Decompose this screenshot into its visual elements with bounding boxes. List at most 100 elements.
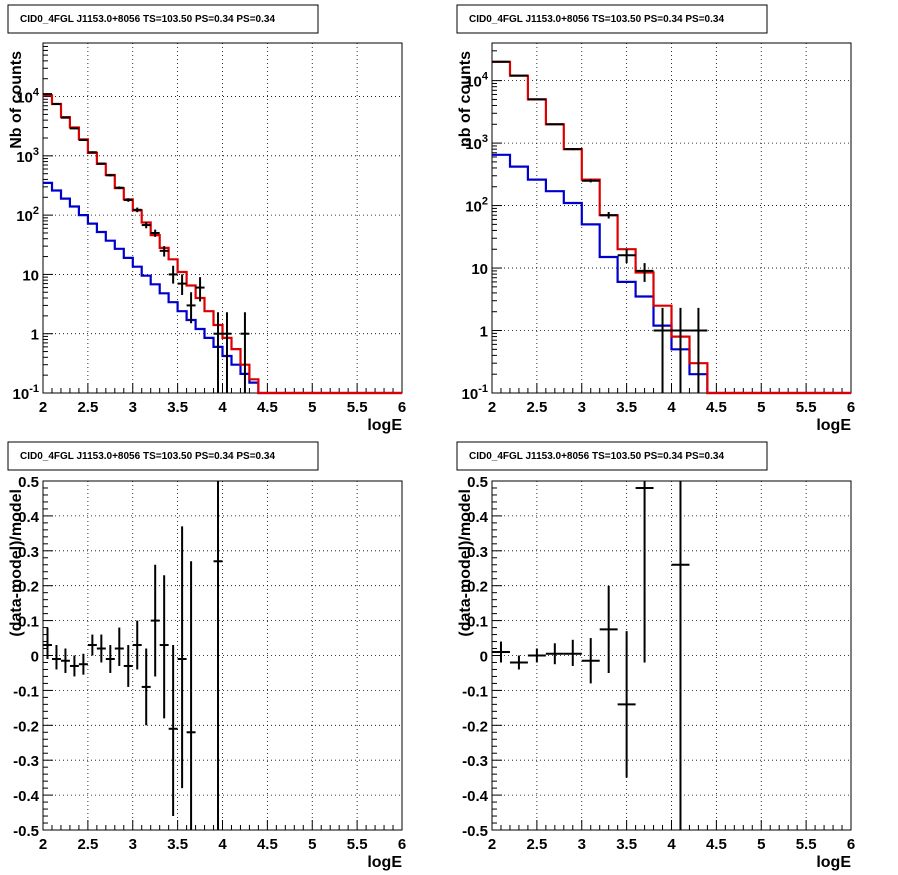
y-tick-label: 10-1 bbox=[462, 383, 488, 403]
chart-panel-3: CID0_4FGL J1153.0+8056 TS=103.50 PS=0.34… bbox=[7, 441, 406, 871]
data-point bbox=[96, 634, 106, 663]
data-point bbox=[150, 229, 160, 237]
x-tick-label: 3.5 bbox=[616, 399, 637, 416]
data-point bbox=[195, 277, 205, 302]
data-point bbox=[509, 655, 528, 670]
y-tick-label: 1 bbox=[480, 324, 488, 341]
data-point bbox=[509, 74, 528, 77]
y-tick-label: -0.5 bbox=[462, 823, 488, 840]
y-tick-label: -0.2 bbox=[462, 718, 488, 735]
x-axis-label: logE bbox=[367, 417, 402, 434]
y-tick-label: 0.1 bbox=[467, 614, 488, 631]
data-point bbox=[563, 639, 582, 666]
x-tick-label: 4.5 bbox=[257, 836, 278, 853]
y-axis-label: Nb of counts bbox=[8, 51, 25, 149]
data-point bbox=[168, 265, 178, 284]
data-points bbox=[43, 481, 223, 830]
y-tick-label: 0 bbox=[480, 649, 488, 666]
x-tick-label: 3.5 bbox=[167, 836, 188, 853]
chart-panel-1: CID0_4FGL J1153.0+8056 TS=103.50 PS=0.34… bbox=[7, 4, 406, 434]
y-tick-label: 10-1 bbox=[13, 383, 39, 403]
data-point bbox=[581, 638, 600, 684]
data-point bbox=[222, 312, 232, 393]
y-tick-label: 104 bbox=[16, 87, 40, 107]
y-tick-label-base: 10 bbox=[13, 386, 30, 403]
x-tick-label: 5.5 bbox=[796, 836, 817, 853]
x-tick-label: 6 bbox=[847, 836, 855, 853]
data-point bbox=[635, 263, 654, 282]
chart-title-box bbox=[456, 441, 768, 471]
x-tick-label: 2.5 bbox=[526, 399, 547, 416]
x-tick-label: 6 bbox=[398, 399, 406, 416]
x-tick-label: 3.5 bbox=[616, 836, 637, 853]
data-point bbox=[527, 98, 546, 101]
data-point bbox=[213, 312, 223, 393]
data-point bbox=[545, 123, 564, 126]
histogram-series-1 bbox=[43, 181, 402, 395]
data-point bbox=[689, 307, 708, 393]
data-point bbox=[545, 643, 564, 665]
data-point bbox=[186, 292, 196, 324]
data-point bbox=[159, 575, 169, 719]
y-tick-label: 0.3 bbox=[467, 544, 488, 561]
x-tick-label: 6 bbox=[398, 836, 406, 853]
data-point bbox=[96, 162, 106, 165]
y-tick-label: -0.3 bbox=[13, 753, 39, 770]
data-point bbox=[141, 222, 151, 229]
y-tick-label-base: 10 bbox=[465, 199, 482, 216]
x-tick-label: 4.5 bbox=[257, 399, 278, 416]
x-tick-label: 5 bbox=[308, 836, 316, 853]
data-point bbox=[653, 307, 672, 393]
chart-title: CID0_4FGL J1153.0+8056 TS=103.50 PS=0.34… bbox=[469, 14, 724, 25]
x-tick-label: 5.5 bbox=[347, 836, 368, 853]
data-point bbox=[492, 641, 510, 663]
data-points bbox=[492, 481, 690, 830]
data-point bbox=[599, 211, 618, 219]
data-point bbox=[51, 102, 61, 105]
data-point bbox=[69, 655, 79, 677]
y-tick-label: 0.5 bbox=[467, 474, 488, 491]
y-tick-label: -0.4 bbox=[462, 788, 489, 805]
y-tick-label: -0.5 bbox=[13, 823, 39, 840]
data-point bbox=[599, 585, 618, 673]
y-tick-label-exponent: 2 bbox=[482, 196, 488, 208]
x-tick-label: 3 bbox=[578, 399, 586, 416]
y-tick-label-exponent: 3 bbox=[33, 146, 39, 158]
y-tick-label: -0.1 bbox=[462, 683, 488, 700]
x-tick-label: 4.5 bbox=[706, 399, 727, 416]
x-tick-label: 2.5 bbox=[77, 399, 98, 416]
data-point bbox=[671, 481, 690, 830]
y-tick-label: 102 bbox=[465, 196, 488, 216]
y-tick-label: 10 bbox=[22, 267, 39, 284]
y-tick-label-exponent: -1 bbox=[478, 383, 488, 395]
data-point bbox=[132, 207, 142, 213]
y-tick-label: 0.3 bbox=[18, 544, 39, 561]
y-tick-label: -0.1 bbox=[13, 683, 39, 700]
y-tick-label-exponent: 4 bbox=[33, 87, 40, 99]
chart-title: CID0_4FGL J1153.0+8056 TS=103.50 PS=0.34… bbox=[20, 451, 275, 462]
x-tick-label: 5 bbox=[757, 836, 765, 853]
x-tick-label: 3 bbox=[129, 399, 137, 416]
data-point bbox=[581, 179, 600, 183]
x-tick-label: 4 bbox=[218, 399, 227, 416]
data-point bbox=[177, 526, 187, 789]
histogram-series-1 bbox=[492, 153, 851, 395]
y-tick-label: 0.4 bbox=[18, 509, 40, 526]
x-tick-label: 3 bbox=[578, 836, 586, 853]
chart-title: CID0_4FGL J1153.0+8056 TS=103.50 PS=0.34… bbox=[469, 451, 724, 462]
y-tick-label: 102 bbox=[16, 205, 39, 225]
y-tick-label: -0.2 bbox=[13, 718, 39, 735]
y-axis-label: nb of counts bbox=[457, 51, 474, 147]
x-tick-label: 2 bbox=[488, 836, 496, 853]
data-point bbox=[240, 312, 250, 393]
x-tick-label: 5 bbox=[308, 399, 316, 416]
x-tick-label: 5.5 bbox=[796, 399, 817, 416]
y-tick-label: -0.4 bbox=[13, 788, 40, 805]
data-point bbox=[123, 198, 133, 202]
y-tick-label: 10 bbox=[471, 261, 488, 278]
y-tick-label: 103 bbox=[465, 133, 488, 153]
data-point bbox=[671, 307, 690, 393]
data-point bbox=[563, 148, 582, 151]
data-point bbox=[168, 645, 178, 817]
